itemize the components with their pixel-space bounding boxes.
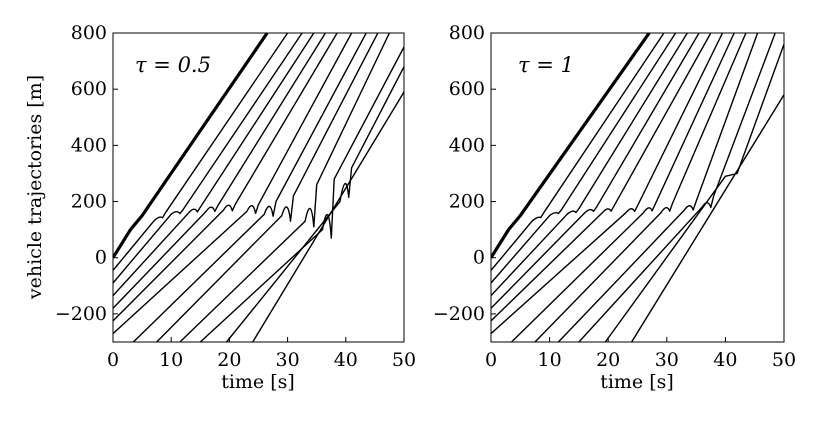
panel-1-plot-area	[113, 33, 404, 342]
panel-2-x-label: time [s]	[600, 371, 674, 393]
panel-2-plot-area	[491, 33, 784, 342]
x-tick-label: 20	[596, 349, 620, 371]
y-tick-label: 600	[449, 78, 485, 100]
y-tick-label: −200	[433, 303, 485, 325]
panel-2-annotation: τ = 1	[518, 53, 574, 77]
follower-trajectory-11	[604, 43, 784, 342]
follower-trajectory-10	[578, 33, 776, 342]
panel-2: 0 10 20 30 40 50 −200 0 200 400 600 800 τ = 1 time…	[433, 22, 796, 393]
x-tick-label: 50	[772, 349, 796, 371]
follower-trajectory-12	[252, 91, 404, 342]
follower-trajectory-3	[113, 33, 315, 297]
follower-trajectory-9	[557, 33, 759, 342]
x-tick-label: 30	[276, 349, 300, 371]
panel-1-annotation: τ = 0.5	[135, 53, 211, 77]
y-tick-label: 800	[71, 22, 107, 44]
y-tick-label: 600	[71, 78, 107, 100]
y-tick-label: 200	[449, 191, 485, 213]
panel-2-y-ticks: −200 0 200 400 600 800	[433, 22, 496, 325]
follower-trajectory-4	[491, 33, 700, 309]
x-tick-label: 40	[334, 349, 358, 371]
x-tick-label: 50	[392, 349, 416, 371]
x-tick-label: 10	[538, 349, 562, 371]
y-tick-label: 400	[71, 134, 107, 156]
follower-trajectory-2	[113, 33, 303, 284]
follower-trajectory-5	[491, 33, 712, 322]
follower-trajectory-3	[491, 33, 688, 297]
x-tick-label: 20	[217, 349, 241, 371]
follower-trajectory-9	[179, 33, 391, 342]
x-tick-label: 10	[159, 349, 183, 371]
follower-trajectory-2	[491, 33, 677, 284]
follower-trajectory-8	[156, 33, 379, 342]
follower-trajectory-4	[113, 33, 326, 309]
follower-trajectory-6	[113, 33, 353, 335]
panel-2-x-ticks: 0 10 20 30 40 50	[485, 337, 796, 371]
x-tick-label: 0	[485, 349, 497, 371]
y-tick-label: −200	[55, 303, 107, 325]
y-tick-label: 0	[95, 247, 107, 269]
follower-trajectory-12	[631, 94, 784, 342]
panel-1-frame	[112, 32, 405, 343]
y-tick-label: 200	[71, 191, 107, 213]
x-tick-label: 0	[107, 349, 119, 371]
follower-trajectory-1	[113, 33, 289, 271]
panel-2-frame	[490, 32, 785, 343]
leader-trajectory	[113, 33, 269, 259]
panel-1-x-ticks: 0 10 20 30 40 50	[107, 337, 416, 371]
follower-trajectory-8	[534, 33, 747, 342]
follower-trajectory-7	[132, 33, 367, 342]
panel-1-y-ticks: −200 0 200 400 600 800	[55, 22, 118, 325]
follower-trajectory-1	[491, 33, 665, 271]
panel-1: 0 10 20 30 40 50 −200 0 200 400 600 800 τ = 0.5 ti…	[24, 22, 416, 393]
y-tick-label: 0	[473, 247, 485, 269]
follower-trajectory-5	[113, 33, 338, 322]
y-tick-label: 800	[449, 22, 485, 44]
follower-trajectory-7	[511, 33, 735, 342]
follower-trajectory-6	[491, 33, 724, 335]
y-tick-label: 400	[449, 134, 485, 156]
follower-trajectory-11	[225, 66, 404, 342]
x-tick-label: 30	[655, 349, 679, 371]
panel-1-x-label: time [s]	[221, 371, 295, 393]
panel-1-y-label: vehicle trajectories [m]	[24, 75, 46, 300]
leader-trajectory	[491, 33, 651, 259]
x-tick-label: 40	[713, 349, 737, 371]
